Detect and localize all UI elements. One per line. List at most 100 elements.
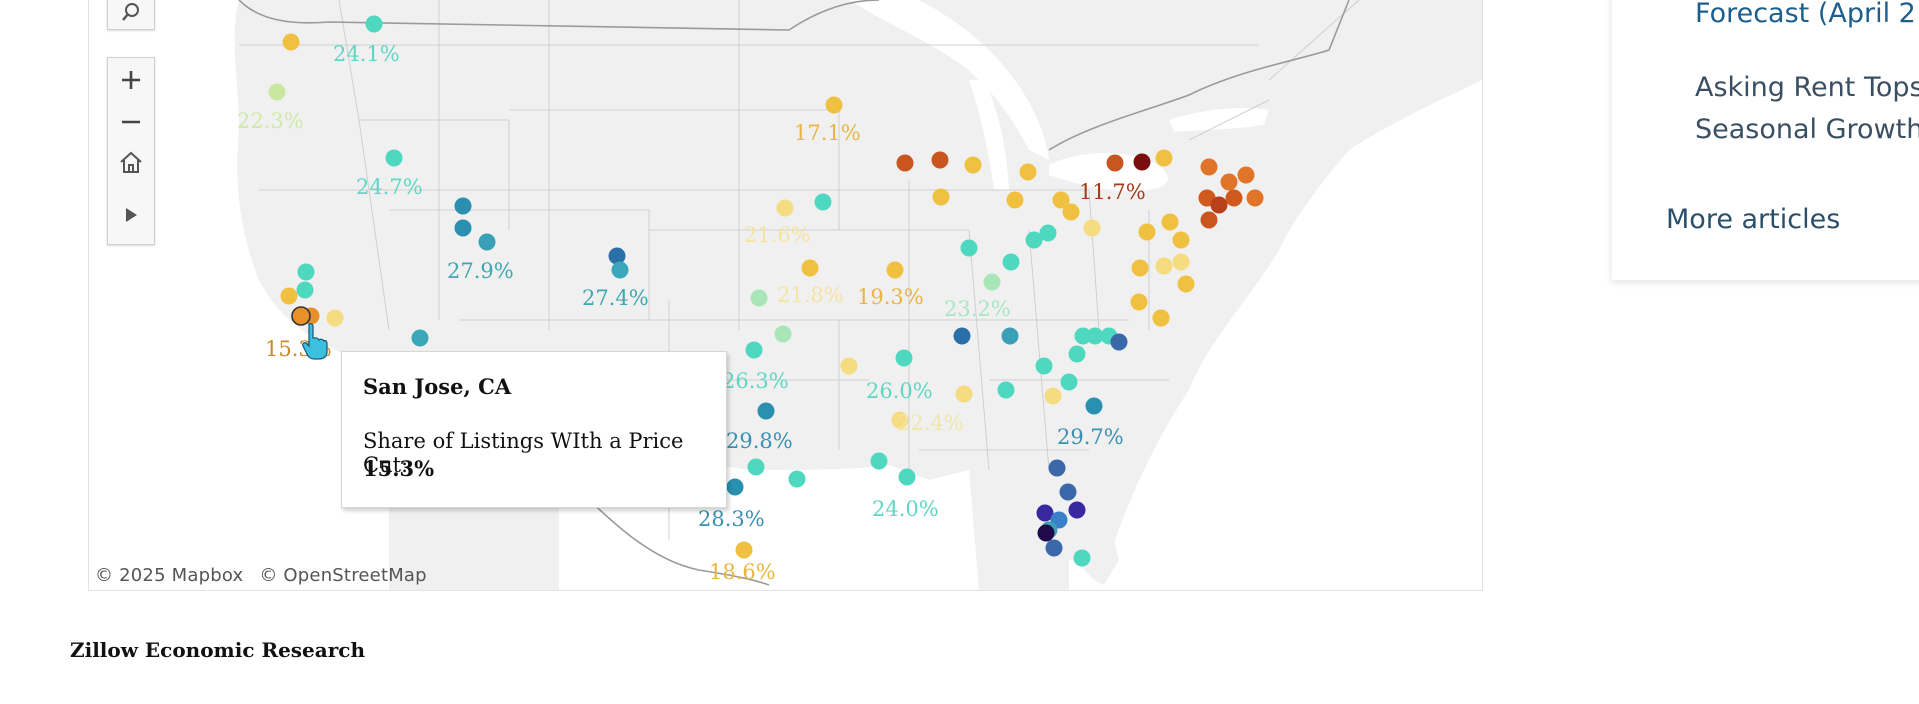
city-point[interactable] [1059,483,1077,501]
city-point[interactable] [1110,333,1128,351]
city-point[interactable] [1155,149,1173,167]
city-point[interactable] [478,233,496,251]
zoom-out-icon[interactable] [108,103,154,141]
city-point[interactable] [1068,501,1086,519]
city-point[interactable] [840,357,858,375]
city-point[interactable] [747,458,765,476]
city-point[interactable] [1044,387,1062,405]
city-point[interactable] [1085,397,1103,415]
city-point[interactable] [1200,211,1218,229]
city-point[interactable] [1131,259,1149,277]
city-tooltip: San Jose, CA Share of Listings WIth a Pr… [341,351,727,508]
city-point[interactable] [983,273,1001,291]
city-point[interactable] [870,452,888,470]
city-point[interactable] [891,411,909,429]
city-point[interactable] [932,188,950,206]
forecast-article-link[interactable]: Forecast (April 2 [1695,0,1916,29]
city-point[interactable] [297,263,315,281]
city-point[interactable] [1002,253,1020,271]
city-point[interactable] [895,349,913,367]
home-icon[interactable] [108,143,154,181]
city-point[interactable] [296,281,314,299]
city-point[interactable] [955,385,973,403]
city-point[interactable] [776,199,794,217]
city-point[interactable] [1220,173,1238,191]
city-point[interactable] [886,261,904,279]
city-point[interactable] [801,259,819,277]
city-point[interactable] [757,402,775,420]
city-point[interactable] [1073,549,1091,567]
city-point[interactable] [1237,166,1255,184]
city-point[interactable] [1152,309,1170,327]
city-point[interactable] [1048,459,1066,477]
city-point[interactable] [454,197,472,215]
city-point[interactable] [1133,153,1151,171]
city-point[interactable] [898,468,916,486]
city-point[interactable] [611,261,629,279]
asking-rent-article-link-line2[interactable]: Seasonal Growth [1695,114,1919,145]
zoom-in-icon[interactable] [108,61,154,99]
city-point[interactable] [825,96,843,114]
search-tool[interactable] [107,0,155,30]
city-point-selected[interactable] [291,306,311,326]
price-cut-map[interactable]: 24.1% 22.3% 24.7% 27.9% 27.4% 17.1% 11.7% 21.6%… [88,0,1483,591]
city-point[interactable] [280,287,298,305]
city-point[interactable] [1052,191,1070,209]
city-point[interactable] [960,239,978,257]
city-point[interactable] [1062,203,1080,221]
city-point[interactable] [896,154,914,172]
city-point[interactable] [1138,223,1156,241]
city-point[interactable] [1200,158,1218,176]
city-point[interactable] [1225,189,1243,207]
city-point[interactable] [1039,224,1057,242]
osm-attribution[interactable]: © OpenStreetMap [259,565,427,586]
city-point[interactable] [1172,253,1190,271]
city-point[interactable] [1074,327,1092,345]
city-point[interactable] [326,309,344,327]
city-point[interactable] [1083,219,1101,237]
asking-rent-article-link[interactable]: Asking Rent Tops [1695,72,1919,103]
city-point[interactable] [1045,539,1063,557]
city-point[interactable] [1035,357,1053,375]
city-point[interactable] [931,151,949,169]
city-point[interactable] [385,149,403,167]
city-point[interactable] [365,15,383,33]
city-point[interactable] [1177,275,1195,293]
city-point[interactable] [788,470,806,488]
search-icon[interactable] [108,0,154,31]
city-point[interactable] [1025,231,1043,249]
city-point[interactable] [964,156,982,174]
city-point[interactable] [735,541,753,559]
city-point[interactable] [1006,191,1024,209]
city-point[interactable] [454,219,472,237]
city-point[interactable] [268,83,286,101]
mapbox-attribution[interactable]: © 2025 Mapbox [95,565,244,586]
city-point[interactable] [282,33,300,51]
city-point[interactable] [1037,524,1055,542]
city-point[interactable] [814,193,832,211]
city-point[interactable] [1106,154,1124,172]
city-point[interactable] [1210,196,1228,214]
city-point[interactable] [1086,327,1104,345]
city-point[interactable] [608,247,626,265]
city-point[interactable] [1246,189,1264,207]
city-point[interactable] [1155,257,1173,275]
city-point[interactable] [1172,231,1190,249]
play-icon[interactable] [108,196,154,234]
city-point[interactable] [750,289,768,307]
city-point[interactable] [1019,163,1037,181]
city-point[interactable] [726,478,744,496]
more-articles-link[interactable]: More articles [1666,204,1841,235]
city-point[interactable] [1036,504,1054,522]
map-canvas[interactable]: 24.1% 22.3% 24.7% 27.9% 27.4% 17.1% 11.7% 21.6%… [89,0,1482,590]
city-point[interactable] [997,381,1015,399]
city-point[interactable] [1001,327,1019,345]
city-point[interactable] [1068,345,1086,363]
city-point[interactable] [953,327,971,345]
city-point[interactable] [1060,373,1078,391]
city-point[interactable] [745,341,763,359]
city-point[interactable] [774,325,792,343]
city-point[interactable] [1161,213,1179,231]
city-point[interactable] [1130,293,1148,311]
city-point[interactable] [411,329,429,347]
